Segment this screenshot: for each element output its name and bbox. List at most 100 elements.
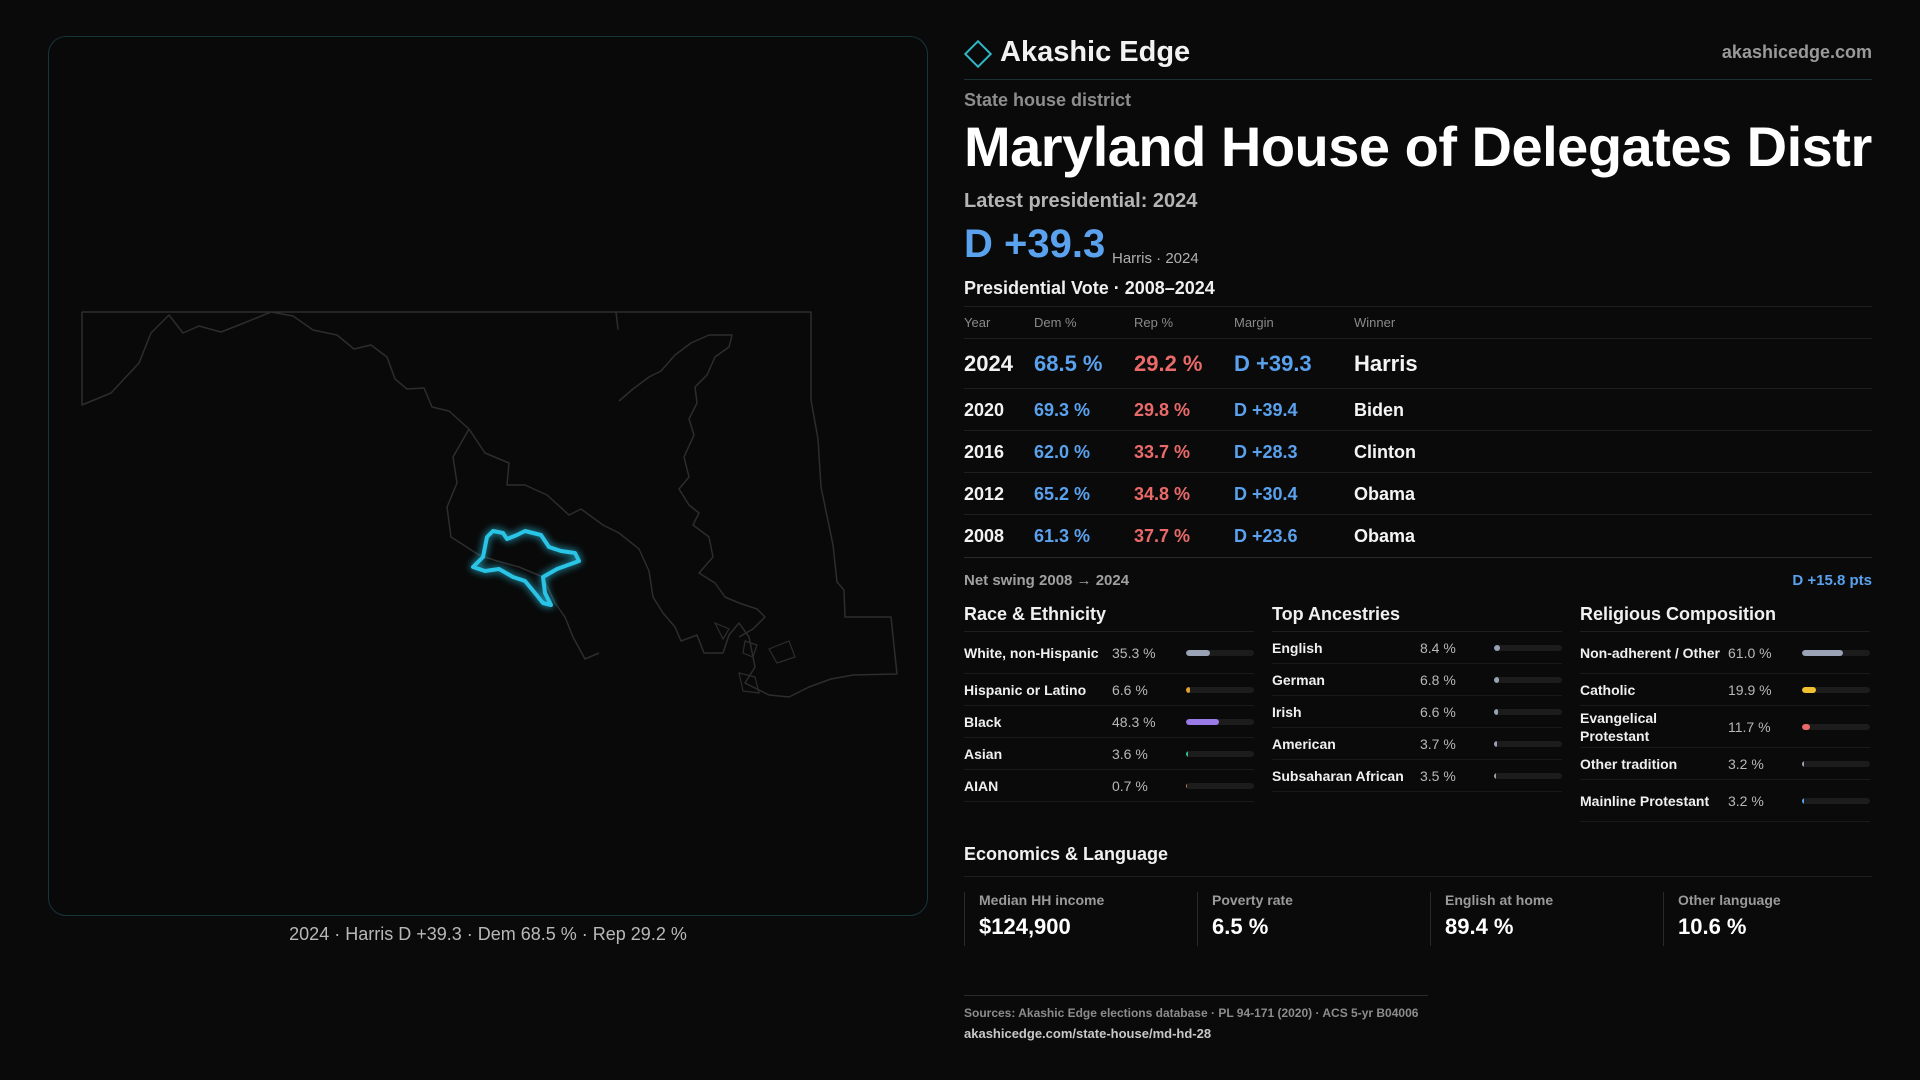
item-percent: 3.7 % xyxy=(1420,735,1456,752)
list-item: English 8.4 % xyxy=(1272,632,1562,664)
page-url-link[interactable]: akashicedge.com/state-house/md-hd-28 xyxy=(964,1026,1212,1041)
econ-label: Poverty rate xyxy=(1212,892,1293,908)
cell-year: 2020 xyxy=(964,400,1005,420)
item-bar xyxy=(1494,772,1562,779)
item-bar-fill xyxy=(1494,644,1500,651)
bay-coastline xyxy=(618,334,766,638)
item-label: Other tradition xyxy=(1580,755,1678,772)
net-swing-label: Net swing 2008 → 2024 xyxy=(964,572,1130,589)
item-percent: 3.2 % xyxy=(1728,755,1764,772)
ancestries-list: English 8.4 % German 6.8 % Irish 6.6 % America… xyxy=(1272,632,1562,792)
brand-name[interactable]: Akashic Edge xyxy=(1000,36,1191,68)
item-percent: 3.2 % xyxy=(1728,792,1764,809)
item-bar-fill xyxy=(1186,686,1191,693)
map-panel[interactable] xyxy=(48,36,928,916)
cell-rep: 33.7 % xyxy=(1134,442,1191,462)
ancestries-block: Top Ancestries English 8.4 % German 6.8 % Ir… xyxy=(1272,600,1562,792)
item-bar-fill xyxy=(1802,760,1805,767)
col-rep: Rep % xyxy=(1134,315,1174,330)
western-shore xyxy=(446,428,600,660)
cell-margin: D +39.3 xyxy=(1234,351,1312,376)
state-outline xyxy=(81,311,898,698)
item-bar xyxy=(1802,760,1870,767)
item-bar-fill xyxy=(1802,686,1816,693)
religion-block: Religious Composition Non-adherent / Oth… xyxy=(1580,600,1870,822)
list-item: Asian 3.6 % xyxy=(964,738,1254,770)
item-bar xyxy=(1494,708,1562,715)
item-bar xyxy=(1494,740,1562,747)
item-percent: 11.7 % xyxy=(1728,718,1771,735)
brand-header: Akashic Edge akashicedge.com xyxy=(964,36,1872,80)
table-row: 2016 62.0 % 33.7 % D +28.3 Clinton xyxy=(964,430,1872,472)
cell-margin: D +28.3 xyxy=(1234,442,1298,462)
list-item: Non-adherent / Other 61.0 % xyxy=(1580,632,1870,674)
cell-dem: 62.0 % xyxy=(1034,442,1091,462)
item-bar-fill xyxy=(1186,782,1188,789)
item-percent: 8.4 % xyxy=(1420,639,1456,656)
map-caption: 2024 · Harris D +39.3 · Dem 68.5 % · Rep… xyxy=(289,924,687,944)
item-bar xyxy=(1186,782,1254,789)
econ-value: 89.4 % xyxy=(1445,914,1514,939)
religion-list: Non-adherent / Other 61.0 % Catholic 19.9 %… xyxy=(1580,632,1870,822)
item-label: American xyxy=(1272,735,1336,752)
cell-year: 2024 xyxy=(964,351,1013,376)
cell-rep: 29.8 % xyxy=(1134,400,1191,420)
item-bar xyxy=(1802,649,1870,656)
item-label: German xyxy=(1272,671,1325,688)
race-ethnicity-title: Race & Ethnicity xyxy=(964,600,1254,632)
econ-value: $124,900 xyxy=(979,914,1071,939)
item-bar-fill xyxy=(1494,676,1499,683)
item-bar xyxy=(1186,750,1254,757)
item-label: Irish xyxy=(1272,703,1302,720)
item-percent: 6.8 % xyxy=(1420,671,1456,688)
econ-label: Median HH income xyxy=(979,892,1105,908)
list-item: Irish 6.6 % xyxy=(1272,696,1562,728)
page-title: Maryland House of Delegates District 28 xyxy=(964,115,1872,178)
economics-title: Economics & Language xyxy=(964,844,1169,864)
latest-margin: D +39.3 xyxy=(964,222,1106,266)
item-label: Hispanic or Latino xyxy=(964,681,1087,698)
item-percent: 35.3 % xyxy=(1112,644,1156,661)
item-label: Non-adherent / Other xyxy=(1580,644,1721,661)
econ-poverty-rate: Poverty rate 6.5 % xyxy=(1197,892,1415,946)
item-bar-fill xyxy=(1494,708,1499,715)
table-row: 2024 68.5 % 29.2 % D +39.3 Harris xyxy=(964,338,1872,388)
list-item: Subsaharan African 3.5 % xyxy=(1272,760,1562,792)
item-bar xyxy=(1186,718,1254,725)
sources-text: Sources: Akashic Edge elections database… xyxy=(964,1006,1419,1020)
table-row: 2020 69.3 % 29.8 % D +39.4 Biden xyxy=(964,388,1872,430)
divider xyxy=(964,557,1872,558)
item-bar xyxy=(1186,649,1254,656)
cell-winner: Obama xyxy=(1354,526,1416,546)
cell-rep: 29.2 % xyxy=(1134,351,1203,376)
econ-median-income: Median HH income $124,900 xyxy=(964,892,1182,946)
econ-value: 6.5 % xyxy=(1212,914,1269,939)
cell-winner: Harris xyxy=(1354,351,1418,376)
list-item: Mainline Protestant 3.2 % xyxy=(1580,780,1870,822)
item-bar-fill xyxy=(1494,772,1497,779)
district-shape[interactable] xyxy=(471,529,581,607)
item-bar-fill xyxy=(1802,649,1844,656)
cell-dem: 65.2 % xyxy=(1034,484,1091,504)
brand-logo-icon xyxy=(964,39,993,69)
item-percent: 19.9 % xyxy=(1728,681,1772,698)
cell-dem: 61.3 % xyxy=(1034,526,1091,546)
list-item: American 3.7 % xyxy=(1272,728,1562,760)
brand-url-link[interactable]: akashicedge.com xyxy=(1721,42,1872,62)
religion-title: Religious Composition xyxy=(1580,600,1870,632)
cell-winner: Biden xyxy=(1354,400,1405,420)
cell-margin: D +30.4 xyxy=(1234,484,1298,504)
col-dem: Dem % xyxy=(1034,315,1077,330)
district-map[interactable] xyxy=(49,37,929,917)
cell-year: 2012 xyxy=(964,484,1005,504)
item-percent: 48.3 % xyxy=(1112,713,1156,730)
latest-presidential-label: Latest presidential: 2024 xyxy=(964,190,1198,212)
econ-label: English at home xyxy=(1445,892,1554,908)
item-label: Black xyxy=(964,713,1002,730)
list-item: White, non-Hispanic 35.3 % xyxy=(964,632,1254,674)
item-percent: 6.6 % xyxy=(1420,703,1456,720)
item-bar xyxy=(1802,723,1870,730)
col-margin: Margin xyxy=(1234,315,1274,330)
item-percent: 0.7 % xyxy=(1112,777,1148,794)
cell-winner: Obama xyxy=(1354,484,1416,504)
